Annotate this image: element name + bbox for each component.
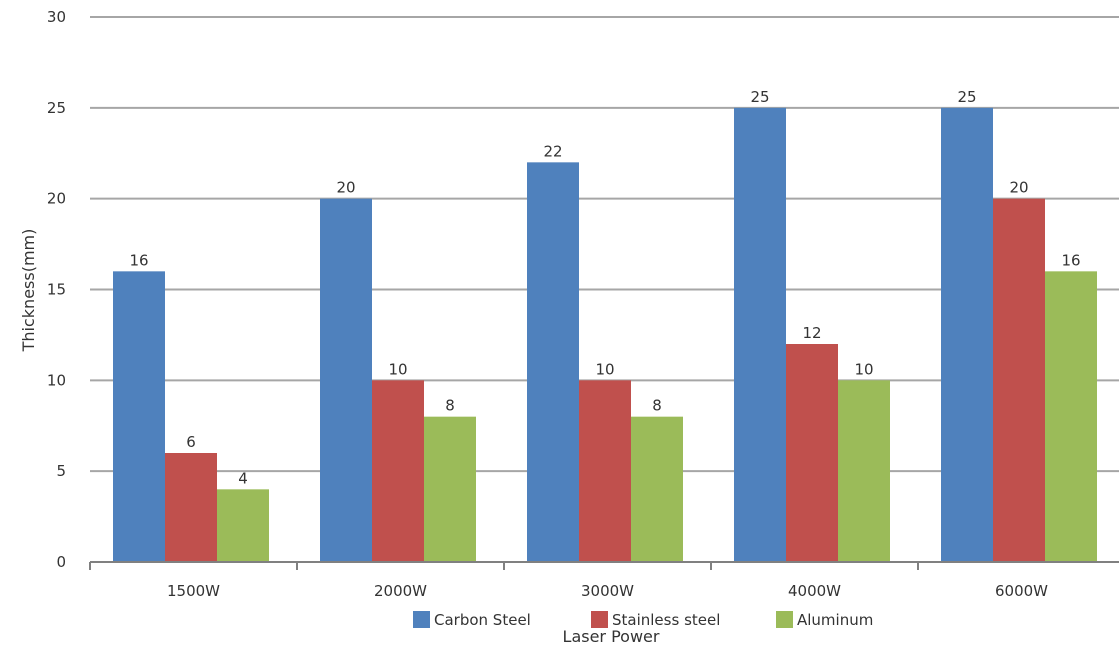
x-axis-tick-labels: 1500W 2000W 3000W 4000W 6000W	[167, 582, 1048, 600]
bar	[786, 344, 838, 562]
x-axis	[89, 561, 1119, 570]
y-tick-label: 25	[47, 99, 66, 117]
bar	[113, 271, 165, 562]
bar	[993, 198, 1045, 562]
data-label: 4	[238, 469, 248, 487]
legend-item: Carbon Steel	[413, 611, 531, 629]
data-label: 25	[957, 88, 976, 106]
bar	[372, 380, 424, 562]
legend-swatch	[413, 611, 430, 628]
y-tick-label: 0	[56, 553, 66, 571]
y-axis-title: Thickness(mm)	[19, 229, 38, 353]
data-label: 10	[388, 360, 407, 378]
bar	[165, 453, 217, 562]
data-label: 8	[652, 397, 662, 415]
data-label: 20	[1009, 179, 1028, 197]
x-tick-label: 2000W	[374, 582, 427, 600]
x-tick-label: 1500W	[167, 582, 220, 600]
x-axis-title: Laser Power	[563, 627, 660, 646]
bar	[838, 380, 890, 562]
y-tick-label: 5	[56, 462, 66, 480]
bar	[217, 489, 269, 562]
bar	[1045, 271, 1097, 562]
bar	[631, 416, 683, 562]
bar	[941, 107, 993, 562]
bar	[527, 162, 579, 563]
legend-swatch	[776, 611, 793, 628]
bar	[424, 416, 476, 562]
data-label: 10	[595, 360, 614, 378]
y-tick-label: 30	[47, 8, 66, 26]
data-label: 12	[802, 324, 821, 342]
data-label: 25	[750, 88, 769, 106]
legend: Carbon Steel Stainless steel Aluminum	[413, 611, 873, 629]
data-label: 8	[445, 397, 455, 415]
legend-label: Aluminum	[797, 611, 873, 629]
legend-item: Aluminum	[776, 611, 873, 629]
data-label: 20	[336, 179, 355, 197]
y-tick-label: 10	[47, 371, 66, 389]
legend-swatch	[591, 611, 608, 628]
bar	[734, 107, 786, 562]
data-label: 16	[129, 251, 148, 269]
legend-label: Stainless steel	[612, 611, 720, 629]
y-tick-label: 15	[47, 281, 66, 299]
bar	[579, 380, 631, 562]
data-label: 16	[1061, 251, 1080, 269]
legend-label: Carbon Steel	[434, 611, 531, 629]
data-label: 22	[543, 142, 562, 160]
data-label: 6	[186, 433, 196, 451]
y-tick-label: 20	[47, 190, 66, 208]
x-tick-label: 6000W	[995, 582, 1048, 600]
y-axis-tick-labels: 0 5 10 15 20 25 30	[47, 8, 66, 571]
data-label: 10	[854, 360, 873, 378]
x-tick-label: 4000W	[788, 582, 841, 600]
bars	[113, 107, 1097, 563]
data-labels: 16 6 4 20 10 8 22 10 8 25 12 10 25 20 16	[129, 88, 1080, 488]
bar	[320, 198, 372, 562]
legend-item: Stainless steel	[591, 611, 720, 629]
x-tick-label: 3000W	[581, 582, 634, 600]
